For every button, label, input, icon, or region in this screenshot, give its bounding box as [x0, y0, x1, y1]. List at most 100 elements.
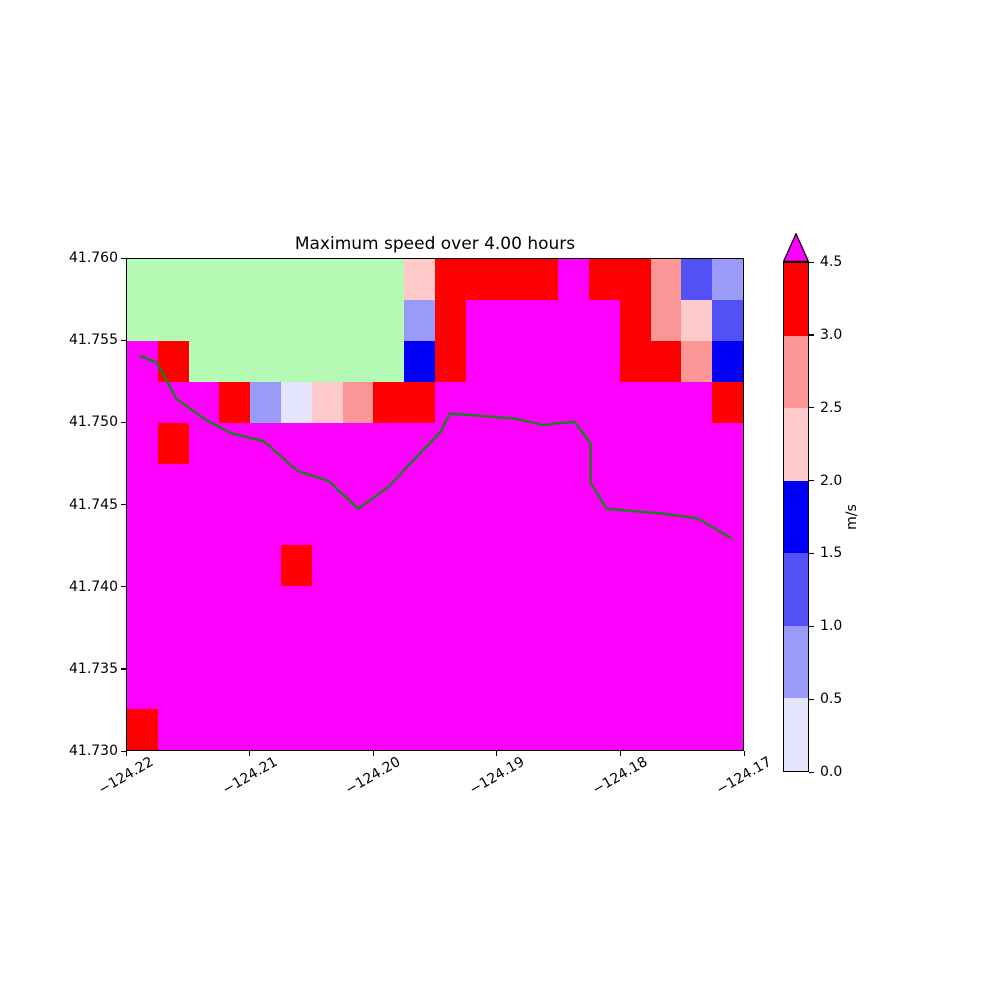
heatmap-cell	[496, 422, 528, 464]
y-tick-mark	[121, 668, 126, 670]
heatmap-cell	[373, 259, 405, 300]
heatmap-cell	[712, 381, 743, 423]
heatmap-cell	[188, 381, 220, 423]
heatmap-cell	[311, 422, 343, 464]
plot-area	[126, 258, 744, 751]
heatmap-cell	[311, 259, 343, 300]
heatmap-cell	[342, 381, 374, 423]
heatmap-cell	[219, 463, 251, 505]
heatmap-cell	[127, 422, 158, 464]
x-tick-mark	[743, 751, 745, 756]
heatmap-cell	[157, 668, 189, 710]
heatmap-cell	[496, 545, 528, 587]
heatmap-cell	[373, 422, 405, 464]
colorbar-segment	[784, 553, 808, 626]
heatmap-cell	[650, 340, 682, 382]
heatmap-cell	[681, 586, 713, 628]
heatmap-cell	[219, 586, 251, 628]
heatmap-cell	[527, 545, 559, 587]
colorbar-bar	[783, 262, 809, 772]
heatmap-cell	[496, 381, 528, 423]
heatmap-cell	[712, 586, 743, 628]
heatmap-cell	[342, 586, 374, 628]
heatmap-cell	[588, 504, 620, 546]
heatmap-cell	[681, 463, 713, 505]
heatmap-cell	[527, 627, 559, 669]
heatmap-cell	[588, 463, 620, 505]
heatmap-cell	[650, 709, 682, 750]
heatmap-cell	[188, 668, 220, 710]
heatmap-cell	[250, 545, 281, 587]
heatmap-cell	[650, 504, 682, 546]
heatmap-cell	[404, 340, 435, 382]
heatmap-cell	[280, 586, 312, 628]
colorbar-segment	[784, 408, 808, 481]
heatmap-cell	[188, 627, 220, 669]
heatmap-cell	[712, 340, 743, 382]
heatmap-cell	[465, 668, 497, 710]
heatmap-cell	[127, 463, 158, 505]
heatmap-cell	[558, 259, 589, 300]
heatmap-cell	[219, 299, 251, 341]
heatmap-cell	[188, 463, 220, 505]
heatmap-cell	[588, 259, 620, 300]
heatmap-cell	[127, 504, 158, 546]
heatmap-cell	[558, 381, 589, 423]
heatmap-cell	[650, 381, 682, 423]
colorbar-segment	[784, 625, 808, 699]
heatmap-cell	[157, 463, 189, 505]
heatmap-cell	[127, 545, 158, 587]
heatmap-cell	[681, 422, 713, 464]
heatmap-cell	[219, 545, 251, 587]
heatmap-cell	[250, 627, 281, 669]
heatmap-cell	[219, 709, 251, 750]
heatmap-cell	[250, 668, 281, 710]
heatmap-cell	[527, 504, 559, 546]
heatmap-cell	[650, 259, 682, 300]
heatmap-cell	[373, 545, 405, 587]
heatmap-cell	[558, 504, 589, 546]
heatmap-cell	[496, 668, 528, 710]
heatmap-cell	[712, 259, 743, 300]
heatmap-cell	[219, 668, 251, 710]
heatmap-cell	[434, 381, 466, 423]
heatmap-cell	[619, 259, 651, 300]
heatmap-cell	[681, 340, 713, 382]
colorbar-tick-label: 0.0	[820, 764, 843, 780]
heatmap-cell	[188, 340, 220, 382]
heatmap-cell	[527, 259, 559, 300]
heatmap-cell	[157, 709, 189, 750]
heatmap-cell	[619, 668, 651, 710]
heatmap-cell	[558, 545, 589, 587]
heatmap-cell	[588, 545, 620, 587]
heatmap-cell	[373, 627, 405, 669]
colorbar-tick-mark	[809, 625, 814, 627]
heatmap-cell	[280, 627, 312, 669]
heatmap-cell	[588, 709, 620, 750]
heatmap-cell	[465, 627, 497, 669]
heatmap-cell	[681, 545, 713, 587]
heatmap-cell	[558, 340, 589, 382]
x-tick-mark	[249, 751, 251, 756]
y-tick-mark	[121, 750, 126, 752]
heatmap-cell	[619, 586, 651, 628]
heatmap-cell	[496, 463, 528, 505]
heatmap-cell	[311, 299, 343, 341]
heatmap-cell	[465, 340, 497, 382]
heatmap-cell	[558, 668, 589, 710]
y-axis-tick-label: 41.735	[69, 660, 118, 677]
heatmap-cell	[404, 586, 435, 628]
colorbar-extend-arrow-shape	[783, 233, 809, 262]
heatmap-cell	[465, 299, 497, 341]
heatmap-cell	[588, 381, 620, 423]
heatmap-cell	[311, 709, 343, 750]
colorbar-tick-mark	[809, 407, 814, 409]
colorbar-tick-label: 1.0	[820, 618, 843, 635]
y-axis-tick-label: 41.750	[69, 414, 118, 431]
heatmap-cell	[588, 586, 620, 628]
heatmap-cell	[558, 463, 589, 505]
heatmap-cell	[311, 545, 343, 587]
heatmap-cell	[434, 709, 466, 750]
heatmap-cell	[619, 545, 651, 587]
